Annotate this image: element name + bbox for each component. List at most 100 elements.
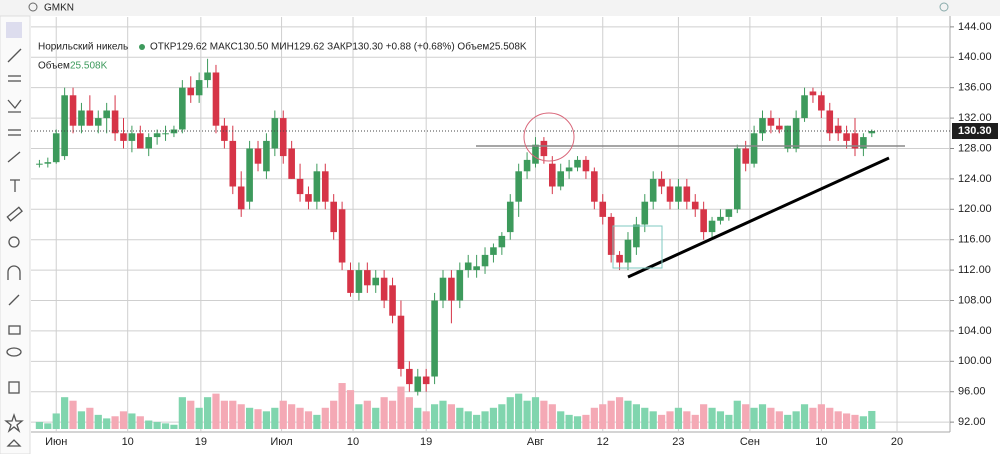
volume-bar: [178, 397, 186, 429]
candle-body: [61, 95, 68, 157]
volume-bar: [439, 400, 447, 429]
candle-body: [776, 125, 783, 130]
volume-bar: [203, 397, 212, 429]
candle-body: [86, 110, 94, 126]
candle-body: [490, 247, 497, 255]
volume-bar: [826, 407, 834, 429]
volume-bar: [161, 423, 170, 429]
candle-body: [860, 137, 867, 149]
volume-bar: [540, 400, 548, 429]
volume-bar: [271, 407, 279, 429]
candle-body: [725, 209, 733, 217]
top-bar: [0, 0, 1000, 16]
candle-body: [498, 235, 506, 248]
candle-body: [523, 159, 531, 172]
candle-body: [288, 148, 295, 179]
candle-body: [321, 171, 329, 202]
x-tick-label: Авг: [527, 436, 544, 448]
volume-bar: [573, 416, 582, 429]
rectangle-drawing[interactable]: [612, 225, 663, 269]
candle-body: [624, 239, 632, 263]
x-tick-label: 12: [597, 436, 609, 448]
volume-bar: [615, 397, 624, 429]
volume-bar: [338, 383, 346, 429]
volume-bar: [548, 404, 556, 429]
candle-body: [52, 133, 60, 163]
candle-body: [162, 133, 169, 135]
x-tick-label: 10: [122, 436, 134, 448]
plot: [31, 17, 950, 432]
x-tick-label: 10: [815, 436, 827, 448]
candle-body: [397, 315, 405, 369]
volume-bar: [153, 421, 161, 429]
candle-body: [675, 186, 682, 202]
volume-bar: [565, 414, 573, 429]
circle-drawing[interactable]: [523, 112, 575, 162]
volume-bar: [557, 411, 565, 429]
y-tick-label: 116.00: [958, 234, 991, 246]
toolbar: [0, 15, 31, 454]
candle-body: [557, 171, 565, 187]
candle-body: [78, 110, 85, 126]
candle-body: [843, 133, 850, 141]
candle-body: [473, 266, 480, 271]
candle-body: [616, 254, 623, 263]
volume-bar: [817, 404, 825, 429]
candle-body: [279, 118, 287, 157]
volume-bar: [464, 411, 472, 429]
volume-bar: [220, 400, 228, 429]
candle-body: [212, 72, 220, 126]
y-tick-label: 136.00: [958, 82, 992, 94]
candle-body: [179, 87, 186, 130]
volume-legend-value: 25.508K: [70, 61, 108, 72]
volume-bar: [447, 404, 456, 429]
candle-body: [565, 167, 573, 172]
volume-bar: [624, 400, 632, 429]
candle-body: [137, 133, 144, 149]
volume-bar: [262, 411, 271, 429]
volume-bar: [119, 411, 128, 429]
volume-bar: [86, 407, 94, 429]
candle-body: [717, 216, 724, 221]
tools[interactable]: [4, 22, 24, 447]
volume-bar: [456, 407, 464, 429]
volume-bar: [304, 411, 313, 429]
settings-icon[interactable]: [939, 2, 949, 12]
candle-body: [868, 131, 876, 134]
volume-bar: [397, 386, 405, 429]
y-tick-label: 144.00: [958, 21, 992, 33]
volume-bar: [422, 411, 430, 429]
volume-bar: [128, 413, 136, 429]
x-tick-label: 19: [420, 436, 432, 448]
volume-bar: [515, 393, 523, 429]
volume-bar: [607, 400, 615, 429]
volume-bar: [800, 404, 809, 429]
volume-bar: [582, 414, 590, 429]
candle-body: [548, 163, 556, 187]
volume-bar: [842, 413, 851, 429]
candle-body: [338, 209, 346, 263]
candle-body: [750, 133, 758, 164]
candle-body: [263, 140, 270, 172]
candle-body: [456, 270, 464, 301]
x-tick-label: Июл: [270, 436, 292, 448]
candle-body: [355, 270, 363, 293]
search-icon[interactable]: [28, 2, 38, 12]
candle-body: [305, 194, 312, 202]
volume-bar: [716, 411, 725, 429]
trend-line-drawing[interactable]: [627, 156, 890, 279]
volume-bar: [136, 416, 144, 429]
volume-bar: [187, 400, 195, 429]
volume-bar: [145, 420, 153, 429]
instrument-name: Норильский никель: [38, 42, 128, 53]
volume-bar: [380, 397, 388, 429]
symbol[interactable]: GMKN: [44, 3, 74, 14]
candle-body: [111, 110, 119, 134]
volume-bar: [683, 411, 691, 429]
candle-body: [237, 186, 245, 210]
candle-body: [481, 254, 489, 267]
candle-body: [683, 186, 691, 202]
volume-bar: [103, 418, 111, 429]
candle-body: [464, 262, 472, 271]
